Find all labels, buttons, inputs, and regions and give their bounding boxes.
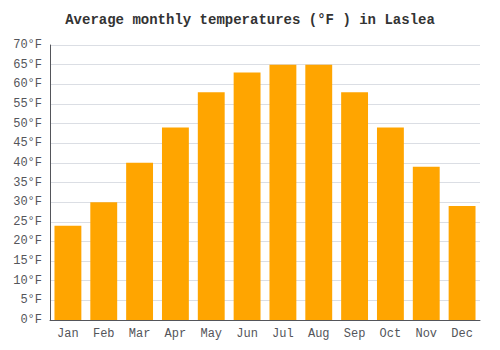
svg-text:Nov: Nov [415,327,437,341]
svg-text:70°F: 70°F [13,38,42,52]
svg-text:Jan: Jan [57,327,79,341]
svg-text:45°F: 45°F [13,136,42,150]
svg-text:5°F: 5°F [20,293,42,307]
svg-text:60°F: 60°F [13,77,42,91]
svg-text:Sep: Sep [344,327,366,341]
svg-text:Dec: Dec [451,327,473,341]
svg-text:Average monthly temperatures (: Average monthly temperatures (°F ) in La… [65,12,435,28]
svg-text:50°F: 50°F [13,117,42,131]
svg-text:Aug: Aug [308,327,330,341]
svg-text:55°F: 55°F [13,97,42,111]
svg-text:20°F: 20°F [13,234,42,248]
svg-text:15°F: 15°F [13,254,42,268]
svg-text:10°F: 10°F [13,274,42,288]
svg-text:Jun: Jun [236,327,258,341]
svg-text:0°F: 0°F [20,313,42,327]
svg-text:30°F: 30°F [13,195,42,209]
svg-text:25°F: 25°F [13,215,42,229]
svg-text:Jul: Jul [272,327,294,341]
svg-text:65°F: 65°F [13,58,42,72]
svg-text:Oct: Oct [380,327,402,341]
svg-text:35°F: 35°F [13,176,42,190]
svg-text:Feb: Feb [93,327,115,341]
svg-text:Mar: Mar [129,327,151,341]
svg-text:40°F: 40°F [13,156,42,170]
svg-text:May: May [200,327,222,341]
svg-text:Apr: Apr [165,327,187,341]
